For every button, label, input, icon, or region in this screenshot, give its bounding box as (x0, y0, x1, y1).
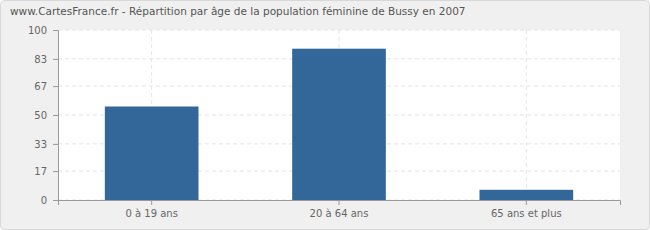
tick-mark (53, 115, 58, 116)
tick-mark (526, 200, 527, 205)
tick: 65 ans et plus (491, 200, 562, 219)
tick: 17 (34, 166, 58, 177)
tick-mark (151, 200, 152, 205)
tick: 0 (41, 195, 58, 206)
tick-mark (53, 200, 58, 201)
x-axis: 0 à 19 ans 20 à 64 ans 65 ans et plus (59, 200, 621, 219)
chart: www.CartesFrance.fr - Répartition par âg… (0, 0, 650, 230)
bar (105, 107, 199, 201)
tick-label: 20 à 64 ans (310, 208, 369, 219)
tick-mark (339, 200, 340, 205)
tick-label: 17 (34, 166, 47, 177)
tick-mark (53, 86, 58, 87)
tick: 33 (34, 139, 58, 150)
tick-mark (53, 144, 58, 145)
axis-line (53, 31, 59, 201)
tick-mark (53, 171, 58, 172)
tick-label: 0 (41, 195, 47, 206)
grid-line (526, 30, 527, 200)
plot: 0 17 33 50 67 83 100 0 à 19 ans 20 à 64 ans 65 an… (28, 25, 621, 219)
y-axis: 0 17 33 50 67 83 100 (28, 25, 59, 206)
tick-label: 83 (34, 54, 47, 65)
tick: 50 (34, 110, 58, 121)
bar (480, 190, 574, 200)
plot-area (58, 30, 620, 200)
title: www.CartesFrance.fr - Répartition par âg… (10, 5, 466, 17)
tick-label: 100 (28, 25, 47, 36)
tick-label: 50 (34, 110, 47, 121)
background (1, 1, 650, 230)
tick-label: 33 (34, 139, 47, 150)
grid (58, 30, 620, 200)
bar (292, 49, 386, 200)
tick: 20 à 64 ans (310, 200, 369, 219)
tick-label: 0 à 19 ans (125, 208, 177, 219)
tick-mark (53, 59, 58, 60)
tick: 67 (34, 81, 58, 92)
tick: 100 (28, 25, 58, 36)
axis-line (59, 201, 621, 206)
bars (105, 49, 573, 200)
tick: 83 (34, 54, 58, 65)
tick-mark (53, 30, 58, 31)
tick-label: 67 (34, 81, 47, 92)
tick-label: 65 ans et plus (491, 208, 562, 219)
tick: 0 à 19 ans (125, 200, 177, 219)
